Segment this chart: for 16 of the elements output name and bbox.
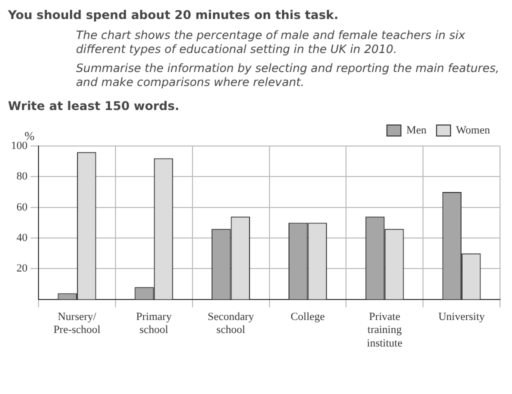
legend-label: Men xyxy=(406,124,428,136)
text: Summarise the information by selecting and reporting the main features, and make comparisons where relevant. xyxy=(76,61,500,89)
x-tick-label: Nursery/ Pre-school xyxy=(53,310,100,336)
legend-label: Women xyxy=(456,124,490,136)
y-tick-label: 60 xyxy=(16,201,28,214)
y-tick-label: 80 xyxy=(16,170,28,183)
x-tick-label: University xyxy=(438,310,486,323)
x-tick-label: Secondary school xyxy=(208,310,254,336)
x-tick-label: Private training institute xyxy=(366,310,402,350)
y-tick-label: 40 xyxy=(16,232,28,244)
x-tick-label: Primary school xyxy=(136,310,172,336)
text: Write at least 150 words. xyxy=(8,99,180,113)
chart-title: You should spend about 20 minutes on this task. xyxy=(8,8,340,22)
y-tick-label: 20 xyxy=(16,262,28,275)
chart-subtitle: The chart shows the percentage of male and female teachers in six different types of educational setting in the UK in 2010. xyxy=(76,28,466,56)
x-tick-label: College xyxy=(290,310,325,323)
